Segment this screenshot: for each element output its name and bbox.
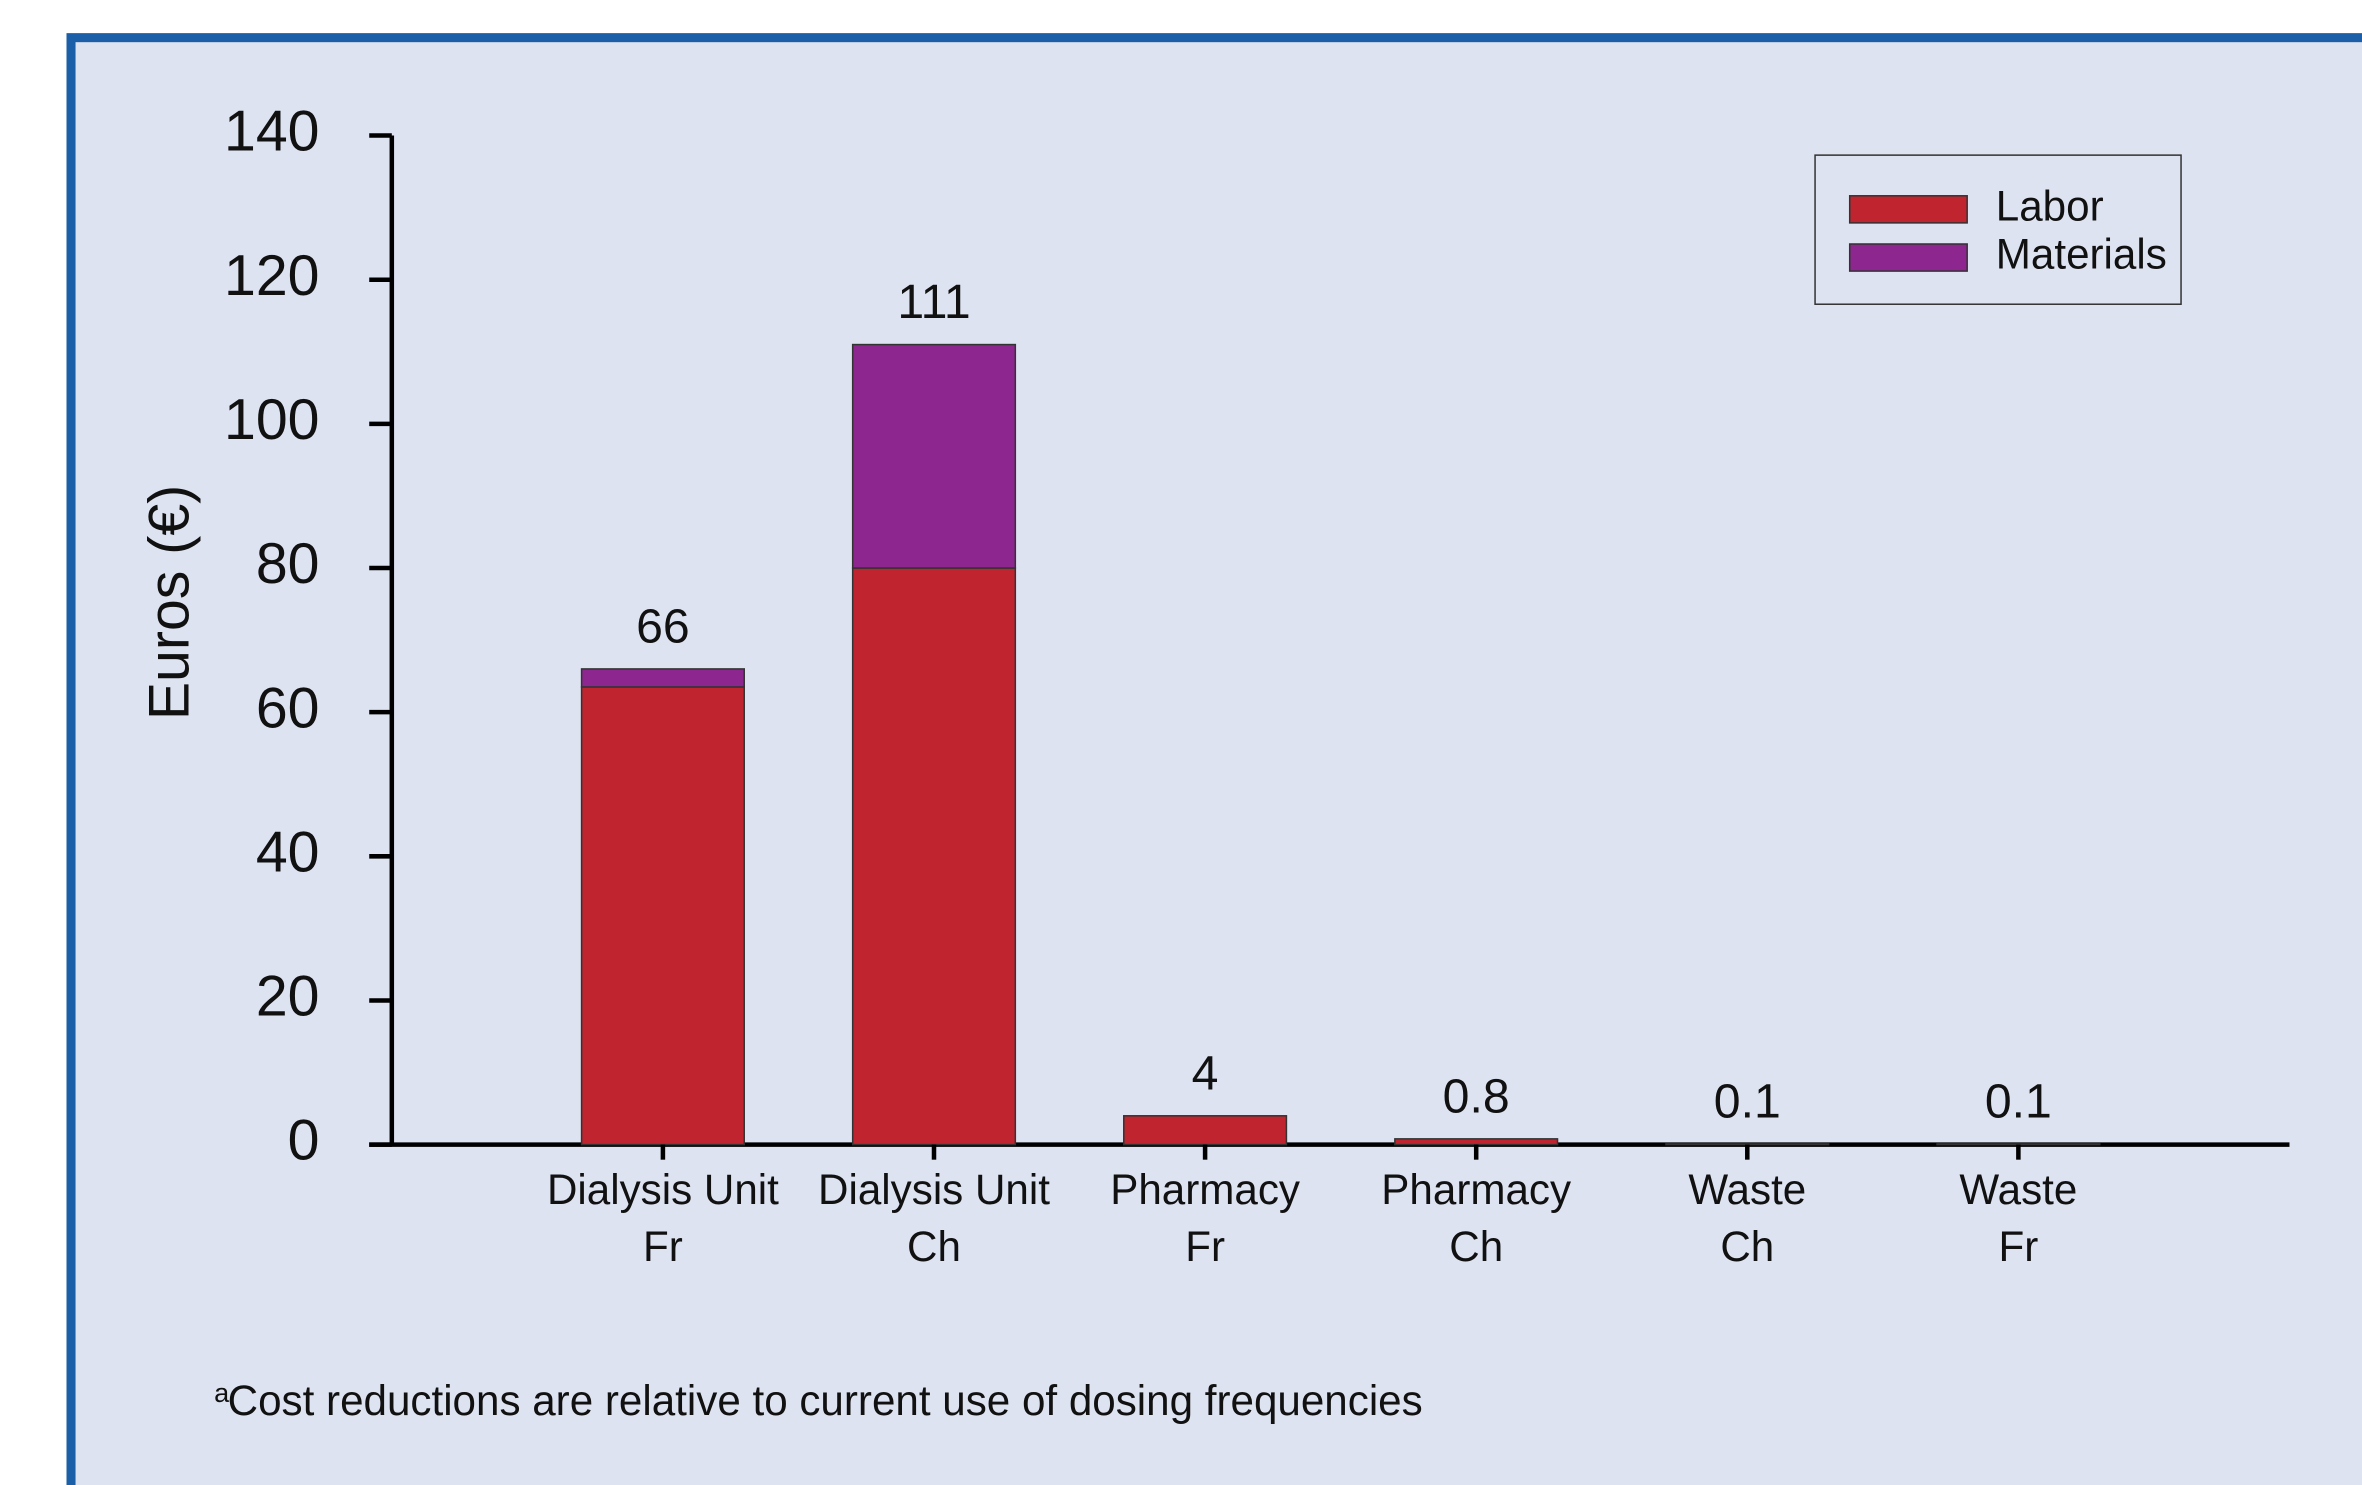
x-tick-label: Pharmacy [1110,1166,1300,1213]
x-tick-label: Fr [643,1223,683,1270]
x-tick-label: Ch [907,1223,961,1270]
bar-segment [1665,1143,1830,1146]
value-label: 0.1 [1714,1074,1781,1128]
y-tick-label: 120 [224,244,319,308]
legend-box [1814,154,2182,305]
bar-segment [851,343,1017,569]
value-label: 4 [1192,1046,1219,1100]
bar-segment [1123,1115,1288,1146]
x-tick-label: Dialysis Unit [547,1166,779,1213]
y-tick-label: 0 [288,1109,320,1173]
footnote: Cost reductions are relative to current … [228,1377,1423,1424]
legend-label: Labor [1996,182,2104,229]
frame [66,33,2362,1485]
x-tick-label: Fr [1998,1223,2038,1270]
bar-segment [1394,1138,1559,1146]
value-label: 0.8 [1443,1069,1510,1123]
bar-segment [580,668,745,688]
value-label: 66 [636,599,690,653]
bar-segment [851,567,1017,1146]
legend-swatch [1848,195,1968,224]
legend-label: Materials [1996,231,2167,278]
x-tick-label: Ch [1449,1223,1503,1270]
y-tick-label: 60 [256,676,320,740]
bar-segment [1936,1143,2101,1146]
y-tick-label: 100 [224,388,319,452]
y-axis-label: Euros (€) [138,485,202,720]
bar-segment [580,686,745,1146]
legend-swatch [1848,243,1968,272]
y-tick-label: 80 [256,532,320,596]
y-tick-label: 20 [256,965,320,1029]
x-tick-label: Fr [1185,1223,1225,1270]
x-tick-label: Pharmacy [1381,1166,1571,1213]
x-tick-label: Ch [1720,1223,1774,1270]
x-tick-label: Dialysis Unit [818,1166,1050,1213]
y-tick-label: 140 [224,100,319,164]
y-tick-label: 40 [256,820,320,884]
value-label: 0.1 [1985,1074,2052,1128]
x-tick-label: Waste [1688,1166,1806,1213]
footnote-marker: a [214,1377,230,1408]
x-tick-label: Waste [1959,1166,2077,1213]
value-label: 111 [897,275,970,329]
